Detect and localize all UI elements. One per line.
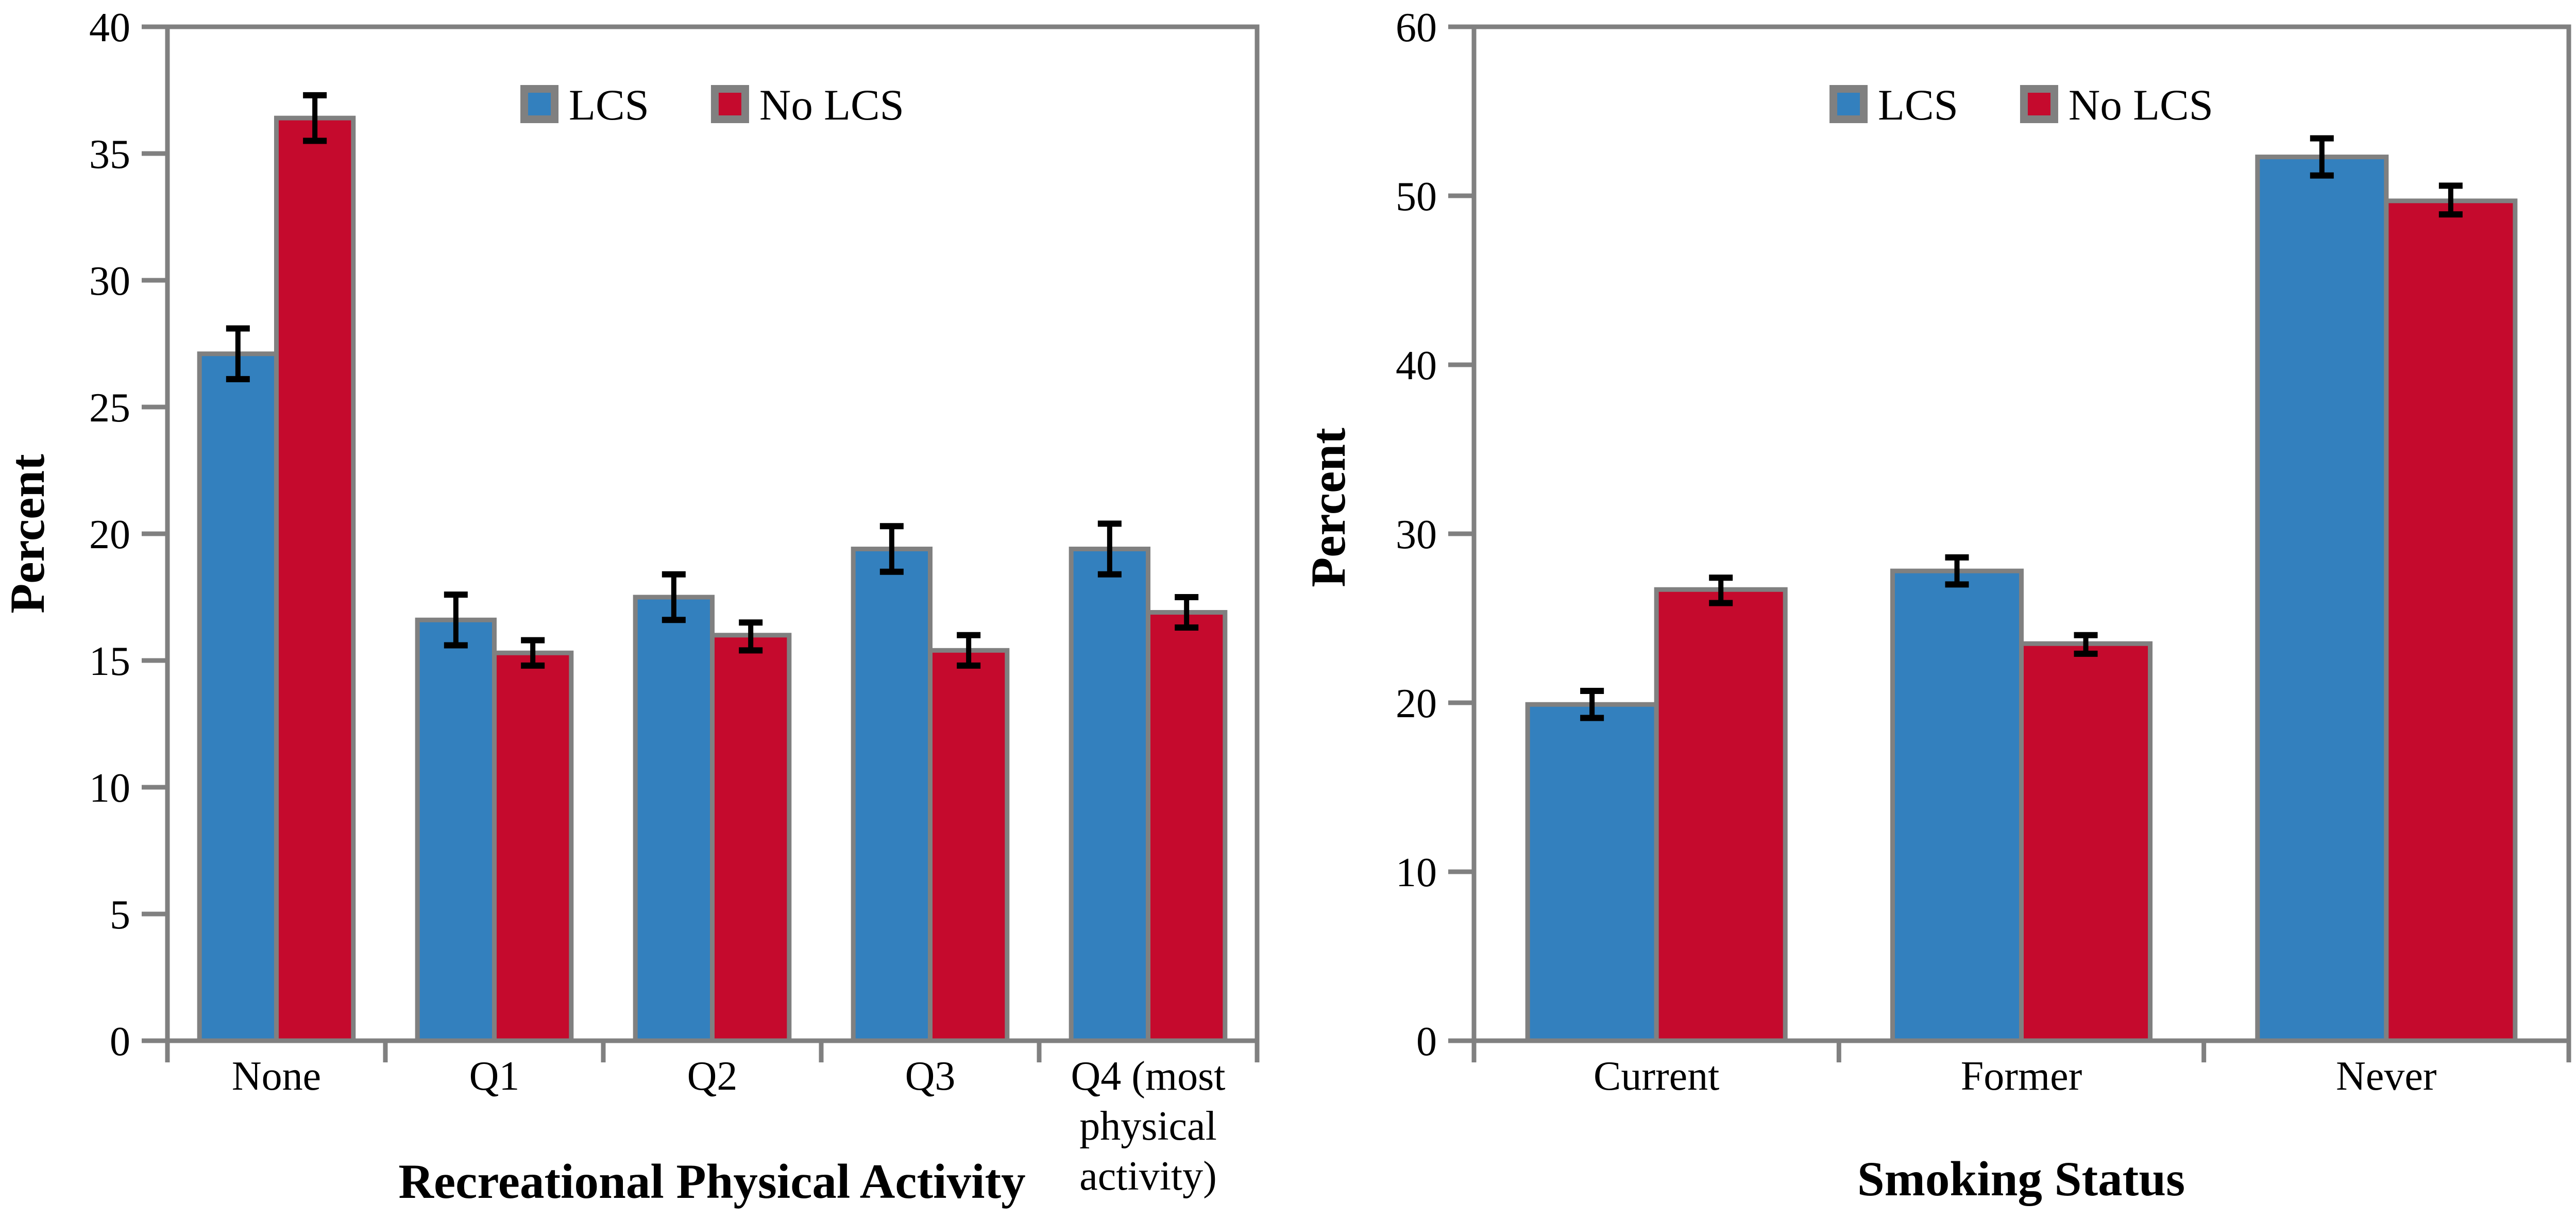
- bar-lcs-current: [1525, 702, 1659, 1043]
- legend-item-lcs: LCS: [520, 81, 649, 129]
- x-category-label-q4-most-physical-activity: Q4 (most physical activity): [1071, 1054, 1226, 1199]
- legend: LCS No LCS: [1829, 81, 2213, 129]
- bar-lcs-never: [2255, 155, 2389, 1043]
- y-tick-label-5: 5: [110, 892, 130, 938]
- legend-swatch-no-lcs: [718, 93, 741, 115]
- bar-no-lcs-none: [274, 115, 356, 1043]
- bar-no-lcs-current: [1654, 587, 1788, 1043]
- plot-area-left: 0 5 10 15 20 25 30 35 40 None Q1 Q2 Q3 Q4 (most physic…: [89, 5, 1260, 1199]
- y-tick-label-40: 40: [1396, 343, 1437, 388]
- y-tick-label-20: 20: [1396, 681, 1437, 726]
- chart-smoking-status: 0 10 20 30 40 50 60 Current Former Never LCS No LCS…: [1303, 5, 2571, 1206]
- y-tick-label-15: 15: [89, 639, 130, 684]
- chart-recreational-physical-activity: 0 5 10 15 20 25 30 35 40 None Q1 Q2 Q3 Q4 (most physic…: [0, 5, 1260, 1209]
- legend-swatch-lcs: [1837, 93, 1860, 115]
- y-axis-title-right: Percent: [1303, 428, 1355, 587]
- error-bar-no-lcs-q1: [521, 637, 545, 669]
- y-tick-label-25: 25: [89, 385, 130, 431]
- error-bar-lcs-none: [226, 325, 250, 382]
- bar-no-lcs-q3: [928, 648, 1010, 1043]
- plot-area-right: 0 10 20 30 40 50 60 Current Former Never LCS No LCS: [1396, 5, 2571, 1099]
- y-tick-label-50: 50: [1396, 174, 1437, 219]
- y-tick-label-0: 0: [110, 1019, 130, 1064]
- y-tick-label-40: 40: [89, 5, 130, 50]
- error-bar-lcs-q2: [662, 571, 686, 623]
- bar-lcs-q2: [633, 595, 715, 1043]
- bar-lcs-q1: [415, 617, 497, 1043]
- error-bar-no-lcs-former: [2074, 632, 2098, 657]
- legend-swatch-lcs: [528, 93, 551, 115]
- x-axis-title-right: Smoking Status: [1857, 1152, 2185, 1206]
- error-bar-no-lcs-never: [2438, 182, 2463, 218]
- error-bar-lcs-q4-most-physical-activity: [1097, 520, 1122, 578]
- legend-label-no-lcs: No LCS: [759, 81, 904, 129]
- error-bar-no-lcs-q4-most-physical-activity: [1175, 594, 1199, 631]
- error-bar-lcs-q1: [444, 591, 468, 649]
- bar-no-lcs-q2: [710, 633, 792, 1043]
- x-category-label-none: None: [232, 1054, 321, 1099]
- legend-label-no-lcs: No LCS: [2069, 81, 2213, 129]
- legend-label-lcs: LCS: [1878, 81, 1958, 129]
- y-tick-label-30: 30: [1396, 512, 1437, 557]
- error-bar-lcs-q3: [879, 523, 904, 575]
- error-bar-lcs-never: [2310, 135, 2334, 179]
- error-bar-no-lcs-none: [303, 92, 327, 144]
- error-bar-lcs-current: [1580, 688, 1604, 721]
- bar-lcs-q3: [851, 547, 933, 1043]
- error-bar-no-lcs-q3: [957, 632, 981, 669]
- x-category-label-never: Never: [2336, 1054, 2436, 1099]
- error-bar-lcs-former: [1945, 554, 1969, 588]
- error-bar-no-lcs-current: [1709, 574, 1733, 606]
- y-tick-label-10: 10: [89, 766, 130, 811]
- error-bar-no-lcs-q2: [739, 619, 763, 654]
- y-tick-label-20: 20: [89, 512, 130, 557]
- bar-lcs-none: [197, 351, 279, 1043]
- x-category-label-former: Former: [1961, 1054, 2082, 1099]
- legend-item-no-lcs: No LCS: [710, 81, 904, 129]
- y-tick-label-60: 60: [1396, 5, 1437, 50]
- legend-item-lcs: LCS: [1829, 81, 1958, 129]
- legend-item-no-lcs: No LCS: [2020, 81, 2213, 129]
- y-tick-label-30: 30: [89, 259, 130, 304]
- y-tick-label-10: 10: [1396, 850, 1437, 895]
- x-category-label-q2: Q2: [687, 1054, 738, 1099]
- y-tick-label-0: 0: [1416, 1019, 1437, 1064]
- bar-no-lcs-former: [2019, 641, 2153, 1043]
- x-category-label-current: Current: [1594, 1054, 1719, 1099]
- legend-label-lcs: LCS: [569, 81, 649, 129]
- x-axis-title-left: Recreational Physical Activity: [398, 1154, 1025, 1209]
- y-axis-title-left: Percent: [0, 454, 55, 614]
- x-category-label-q3: Q3: [905, 1054, 956, 1099]
- bar-no-lcs-q4-most-physical-activity: [1146, 610, 1228, 1043]
- legend-swatch-no-lcs: [2027, 93, 2050, 115]
- bar-no-lcs-q1: [492, 650, 574, 1043]
- y-tick-label-35: 35: [89, 132, 130, 177]
- bar-lcs-q4-most-physical-activity: [1069, 547, 1150, 1043]
- bar-no-lcs-never: [2384, 198, 2518, 1043]
- x-category-label-q1: Q1: [469, 1054, 520, 1099]
- legend: LCS No LCS: [520, 81, 904, 129]
- bar-lcs-former: [1890, 568, 2024, 1043]
